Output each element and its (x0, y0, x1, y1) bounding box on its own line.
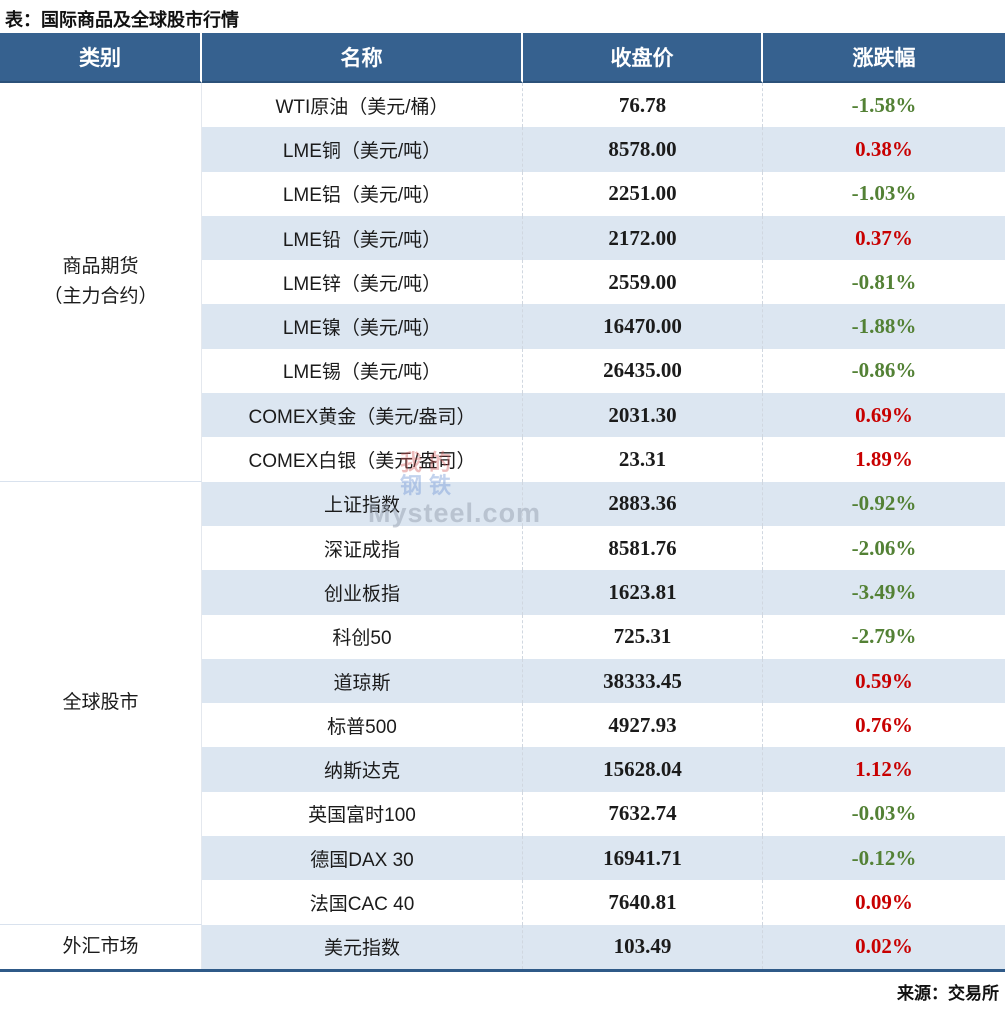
change-cell: 0.59% (763, 658, 1005, 704)
name-cell: 科创50 (202, 614, 523, 659)
change-cell: -0.81% (851, 269, 917, 294)
col-header-close: 收盘价 (523, 33, 763, 83)
change-cell: -1.88% (763, 304, 1005, 349)
name-cell: 深证成指 (202, 525, 523, 571)
name-cell: 英国富时100 (202, 791, 523, 837)
change-cell: 0.02% (763, 924, 1005, 969)
close-cell: 4927.93 (523, 703, 763, 748)
source-note: 来源：交易所 (897, 983, 999, 1003)
name-cell: LME锌（美元/吨） (202, 260, 523, 305)
name-cell: 美元指数 (202, 924, 523, 969)
close-cell: 26435.00 (523, 348, 763, 394)
col-header-change: 涨跌幅 (763, 33, 1005, 83)
close-cell: 16470.00 (523, 304, 763, 349)
close-cell: 7632.74 (523, 791, 763, 837)
change-cell: -0.92% (763, 481, 1005, 526)
close-cell: 2883.36 (523, 481, 763, 526)
change-cell: -0.03% (851, 801, 917, 826)
name-cell: COMEX黄金（美元/盎司） (202, 393, 523, 438)
category-cell: 外汇市场 (0, 924, 202, 969)
name-cell: WTI原油（美元/桶） (202, 83, 523, 128)
change-cell: -0.12% (763, 836, 1005, 881)
close-cell: 725.31 (523, 614, 763, 659)
close-cell: 8578.00 (523, 127, 763, 172)
change-cell: -1.58% (851, 92, 917, 117)
name-cell: LME镍（美元/吨） (202, 304, 523, 349)
change-cell: -3.49% (763, 570, 1005, 615)
category-cell: 商品期货 （主力合约） (0, 83, 202, 482)
change-cell: 0.76% (855, 712, 913, 737)
close-cell: 1623.81 (523, 570, 763, 615)
name-cell: 标普500 (202, 703, 523, 748)
col-header-name: 名称 (202, 33, 523, 83)
close-cell: 2559.00 (523, 260, 763, 305)
close-cell: 2031.30 (523, 393, 763, 438)
name-cell: LME铜（美元/吨） (202, 127, 523, 172)
name-cell: 创业板指 (202, 570, 523, 615)
change-cell: -2.06% (851, 535, 917, 560)
category-cell: 全球股市 (0, 481, 202, 925)
close-cell: 76.78 (523, 83, 763, 128)
close-cell: 23.31 (523, 437, 763, 482)
change-cell: -2.79% (851, 624, 917, 649)
close-cell: 7640.81 (523, 880, 763, 925)
change-cell: 0.37% (763, 215, 1005, 261)
name-cell: 德国DAX 30 (202, 836, 523, 881)
close-cell: 103.49 (523, 924, 763, 969)
change-cell: -1.03% (851, 181, 917, 206)
change-cell: 0.09% (855, 889, 913, 914)
close-cell: 16941.71 (523, 836, 763, 881)
name-cell: COMEX白银（美元/盎司） (202, 437, 523, 482)
name-cell: 法国CAC 40 (202, 880, 523, 925)
change-cell: 1.12% (763, 747, 1005, 792)
change-cell: 0.69% (763, 393, 1005, 438)
page-title: 表：国际商品及全球股市行情 (5, 10, 239, 30)
name-cell: 上证指数 (202, 481, 523, 526)
change-cell: 1.89% (855, 447, 913, 472)
market-table: 类别 名称 收盘价 涨跌幅 我的 钢铁 Mysteel.com 商品期货 （主力… (0, 33, 1005, 972)
close-cell: 2251.00 (523, 171, 763, 216)
name-cell: 纳斯达克 (202, 747, 523, 792)
close-cell: 8581.76 (523, 525, 763, 571)
change-cell: 0.38% (763, 127, 1005, 172)
name-cell: LME铝（美元/吨） (202, 171, 523, 216)
close-cell: 38333.45 (523, 658, 763, 704)
name-cell: LME铅（美元/吨） (202, 215, 523, 261)
change-cell: -0.86% (851, 358, 917, 383)
close-cell: 2172.00 (523, 215, 763, 261)
name-cell: LME锡（美元/吨） (202, 348, 523, 394)
col-header-category: 类别 (0, 33, 202, 83)
name-cell: 道琼斯 (202, 658, 523, 704)
close-cell: 15628.04 (523, 747, 763, 792)
